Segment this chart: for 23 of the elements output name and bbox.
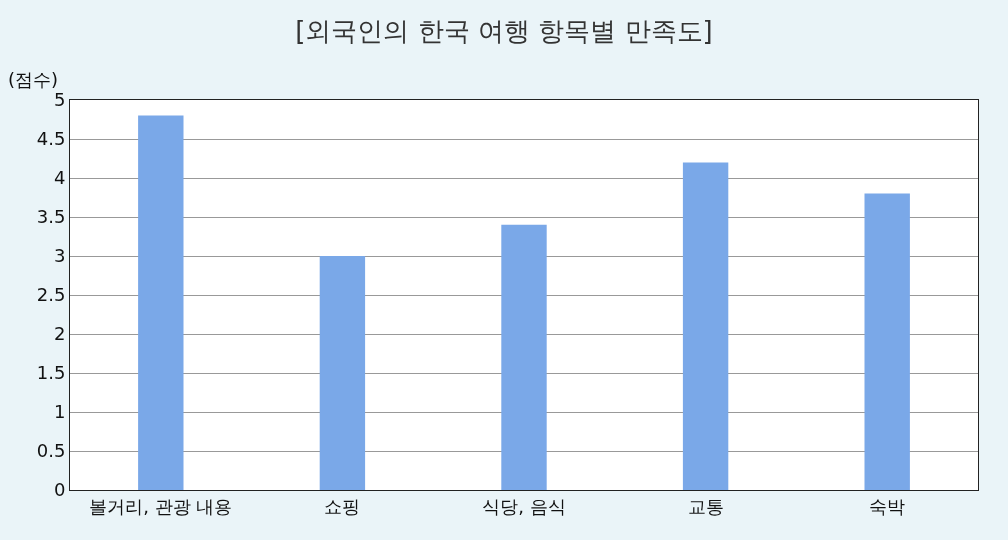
x-tick-label: 식당, 음식 xyxy=(482,495,566,517)
y-tick-label: 0.5 xyxy=(36,440,66,462)
y-tick-label: 3.5 xyxy=(36,206,66,228)
y-tick-label: 0 xyxy=(53,479,66,501)
y-tick-label: 4.5 xyxy=(36,128,66,150)
y-axis-title: (점수) xyxy=(8,69,59,90)
bar xyxy=(682,162,729,490)
y-tick-label: 3 xyxy=(53,245,66,267)
y-tick-label: 1 xyxy=(53,401,66,423)
bar xyxy=(501,224,547,490)
x-tick-label: 쇼핑 xyxy=(324,495,361,517)
y-tick-label: 4 xyxy=(53,167,66,189)
bar xyxy=(138,115,184,490)
x-tick-label: 숙박 xyxy=(869,495,906,517)
y-tick-label: 2.5 xyxy=(36,284,66,306)
x-tick-label: 볼거리, 관광 내용 xyxy=(89,495,233,517)
y-tick-label: 5 xyxy=(53,89,66,111)
chart-title: [외국인의 한국 여행 항목별 만족도] xyxy=(295,15,713,46)
x-tick-label: 교통 xyxy=(687,495,724,517)
y-tick-label: 1.5 xyxy=(36,362,66,384)
bar xyxy=(864,193,910,490)
bar xyxy=(319,256,366,490)
y-tick-label: 2 xyxy=(53,323,66,345)
